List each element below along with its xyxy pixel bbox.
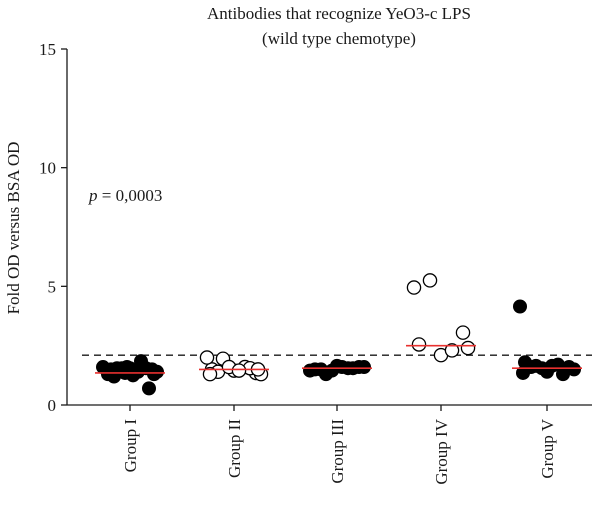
data-point: [545, 358, 560, 373]
data-point: [406, 280, 422, 295]
x-tick-label: Group II: [225, 419, 244, 478]
x-tick-label: Group IV: [432, 418, 451, 484]
y-axis-label: Fold OD versus BSA OD: [4, 142, 23, 315]
p-value-italic: p: [88, 186, 98, 205]
median-layer: [95, 344, 582, 374]
data-point: [231, 363, 247, 378]
data-point: [141, 381, 156, 396]
data-point: [411, 337, 427, 352]
x-tick-label: Group I: [121, 419, 140, 473]
data-point: [455, 325, 471, 340]
p-value-annotation: p = 0,0003: [88, 186, 162, 205]
chart-title-line-2: (wild type chemotype): [262, 29, 416, 48]
data-point: [202, 366, 218, 382]
p-value-rest: = 0,0003: [98, 186, 163, 205]
data-point: [126, 368, 141, 383]
data-point: [110, 361, 125, 376]
data-point: [146, 367, 161, 382]
data-point: [460, 340, 476, 356]
data-point: [444, 343, 460, 358]
data-point: [513, 299, 528, 314]
data-point: [422, 273, 438, 288]
points-layer: [96, 273, 582, 396]
y-tick-label: 10: [39, 159, 56, 178]
axis-layer: 0 5 10 15 Group I Group II Group III Group IV Gr…: [39, 40, 592, 485]
chart-title-line-1: Antibodies that recognize YeO3-c LPS: [207, 4, 471, 23]
y-tick-label: 5: [48, 277, 57, 296]
y-tick-label: 0: [48, 396, 57, 415]
data-point: [199, 350, 215, 365]
y-tick-label: 15: [39, 40, 56, 59]
x-tick-label: Group V: [538, 418, 557, 478]
data-point: [556, 367, 571, 382]
data-point: [516, 365, 531, 380]
data-point: [334, 360, 349, 375]
x-tick-label: Group III: [328, 419, 347, 484]
